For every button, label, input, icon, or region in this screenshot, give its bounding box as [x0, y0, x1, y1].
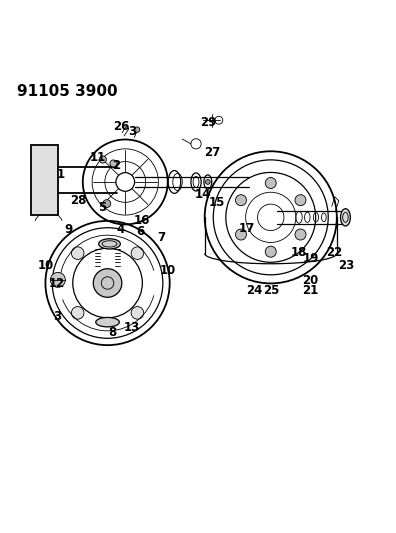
- Circle shape: [71, 306, 84, 319]
- Text: 28: 28: [70, 194, 87, 207]
- Text: 13: 13: [124, 320, 140, 334]
- Circle shape: [236, 229, 246, 240]
- Text: 3: 3: [53, 310, 62, 323]
- Text: 14: 14: [194, 188, 211, 200]
- Text: 27: 27: [204, 146, 221, 159]
- Circle shape: [50, 272, 65, 287]
- Circle shape: [206, 180, 210, 184]
- Text: 3: 3: [128, 125, 136, 138]
- Text: 21: 21: [302, 284, 319, 296]
- Text: 12: 12: [49, 277, 65, 289]
- Text: 19: 19: [302, 252, 319, 265]
- Circle shape: [295, 229, 306, 240]
- Ellipse shape: [96, 318, 119, 327]
- Text: 9: 9: [65, 223, 73, 236]
- Circle shape: [131, 306, 144, 319]
- Text: 20: 20: [302, 274, 319, 287]
- Text: 5: 5: [98, 201, 106, 214]
- Circle shape: [295, 195, 306, 206]
- Text: 17: 17: [239, 222, 255, 235]
- Text: 10: 10: [160, 263, 176, 277]
- Text: 16: 16: [134, 214, 150, 228]
- Circle shape: [110, 160, 117, 167]
- Text: 15: 15: [209, 196, 225, 208]
- Text: 4: 4: [116, 223, 125, 236]
- Circle shape: [103, 200, 111, 207]
- Circle shape: [265, 246, 276, 257]
- Text: 22: 22: [326, 246, 343, 259]
- Text: 29: 29: [200, 117, 217, 130]
- Ellipse shape: [99, 239, 120, 249]
- Ellipse shape: [341, 209, 350, 226]
- Text: 11: 11: [90, 151, 106, 164]
- Text: 25: 25: [263, 285, 280, 297]
- Text: 26: 26: [114, 120, 130, 133]
- Text: 23: 23: [338, 259, 354, 272]
- Circle shape: [71, 247, 84, 260]
- Circle shape: [134, 127, 140, 132]
- Text: 91105 3900: 91105 3900: [17, 84, 118, 99]
- Text: 2: 2: [112, 159, 120, 172]
- Text: 7: 7: [157, 231, 165, 244]
- Text: 8: 8: [108, 326, 116, 340]
- Circle shape: [131, 247, 144, 260]
- Circle shape: [236, 195, 246, 206]
- Text: 24: 24: [246, 285, 263, 297]
- Text: 6: 6: [136, 225, 144, 238]
- Text: 10: 10: [38, 259, 54, 272]
- Text: 1: 1: [57, 168, 65, 181]
- Text: 18: 18: [291, 246, 307, 259]
- Circle shape: [93, 269, 122, 297]
- FancyBboxPatch shape: [31, 144, 58, 215]
- Circle shape: [99, 156, 107, 163]
- Circle shape: [265, 177, 276, 189]
